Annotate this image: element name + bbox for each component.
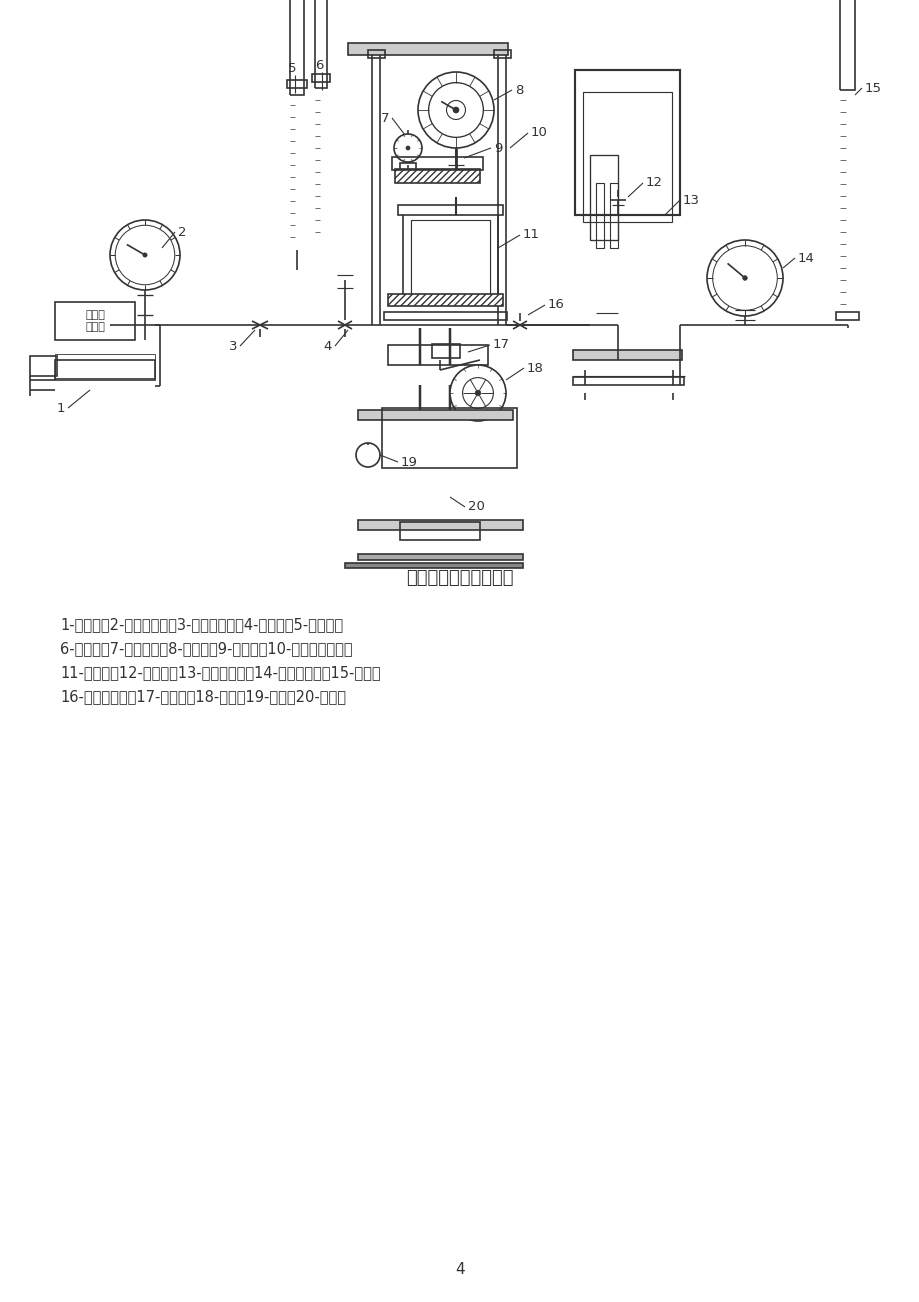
Circle shape	[356, 443, 380, 467]
Bar	[287, 79, 307, 89]
Text: 7: 7	[380, 112, 389, 125]
Text: 18: 18	[527, 362, 543, 375]
Text: 16: 16	[548, 298, 564, 311]
Text: 11: 11	[522, 228, 539, 241]
Bar	[398, 204, 503, 215]
Text: 5: 5	[288, 62, 296, 76]
Text: 6: 6	[314, 59, 323, 72]
Text: 6-排水管；7-变形量表；8-量力环；9-排气孔；10-轴向加压设备；: 6-排水管；7-变形量表；8-量力环；9-排气孔；10-轴向加压设备；	[60, 642, 352, 656]
Bar	[388, 345, 487, 365]
Bar	[494, 49, 510, 59]
Text: 11-压力室；12-量管阀；13-零位指示器；14-孔隙压力表；15-量管；: 11-压力室；12-量管阀；13-零位指示器；14-孔隙压力表；15-量管；	[60, 665, 380, 681]
Text: 15: 15	[864, 82, 881, 95]
Circle shape	[142, 253, 147, 256]
Circle shape	[446, 100, 465, 120]
Bar	[357, 410, 513, 421]
Circle shape	[449, 365, 505, 421]
Bar	[394, 169, 480, 184]
Bar	[411, 220, 490, 299]
Circle shape	[417, 72, 494, 148]
Text: 19: 19	[401, 456, 417, 469]
Text: 1-调压筒；2-周围压力表；3-周围压力阀；4-排水阀；5-体变管；: 1-调压筒；2-周围压力表；3-周围压力阀；4-排水阀；5-体变管；	[60, 617, 343, 633]
Bar	[609, 184, 618, 247]
Text: 9: 9	[494, 142, 502, 155]
Bar	[314, 0, 326, 89]
Bar	[573, 350, 681, 359]
Bar	[55, 359, 154, 380]
Bar	[357, 519, 522, 530]
Text: 20: 20	[468, 500, 484, 513]
Bar	[381, 408, 516, 467]
Bar	[357, 553, 522, 560]
Circle shape	[706, 240, 782, 316]
Circle shape	[405, 146, 410, 150]
Bar	[312, 74, 330, 82]
Text: 3: 3	[228, 340, 237, 353]
Bar	[391, 158, 482, 171]
Bar	[400, 163, 415, 174]
Bar	[30, 355, 57, 376]
Bar	[347, 43, 507, 55]
Text: 16-孔隙压力阀；17-离合器；18-手轮；19-马达；20-变速箱: 16-孔隙压力阀；17-离合器；18-手轮；19-马达；20-变速箱	[60, 690, 346, 704]
Text: 4: 4	[455, 1263, 464, 1277]
Bar	[368, 49, 384, 59]
Text: 13: 13	[682, 194, 699, 207]
Bar	[55, 302, 135, 340]
Bar	[835, 312, 858, 320]
Text: 围围压
力系统: 围围压 力系统	[85, 310, 105, 332]
Bar	[596, 184, 604, 247]
Bar	[839, 0, 854, 90]
Text: 2: 2	[177, 225, 187, 238]
Circle shape	[110, 220, 180, 290]
Text: 14: 14	[797, 251, 814, 264]
Circle shape	[393, 134, 422, 161]
Bar	[383, 312, 506, 320]
Text: 应变控制式三轴剪切仪: 应变控制式三轴剪切仪	[406, 569, 513, 587]
Bar	[432, 344, 460, 358]
Text: 4: 4	[323, 340, 332, 353]
Bar	[55, 354, 154, 378]
Circle shape	[475, 391, 481, 396]
Bar	[289, 0, 303, 95]
Text: 17: 17	[493, 339, 509, 352]
Bar	[583, 92, 671, 223]
Bar	[388, 294, 503, 306]
Text: 8: 8	[515, 83, 523, 96]
Circle shape	[742, 276, 746, 280]
Bar	[345, 562, 522, 568]
Bar	[574, 70, 679, 215]
Text: 10: 10	[530, 126, 548, 139]
Circle shape	[452, 107, 459, 113]
Text: 12: 12	[645, 177, 663, 190]
Text: 1: 1	[56, 401, 65, 414]
Bar	[400, 522, 480, 540]
Bar	[573, 378, 683, 385]
Bar	[589, 155, 618, 240]
